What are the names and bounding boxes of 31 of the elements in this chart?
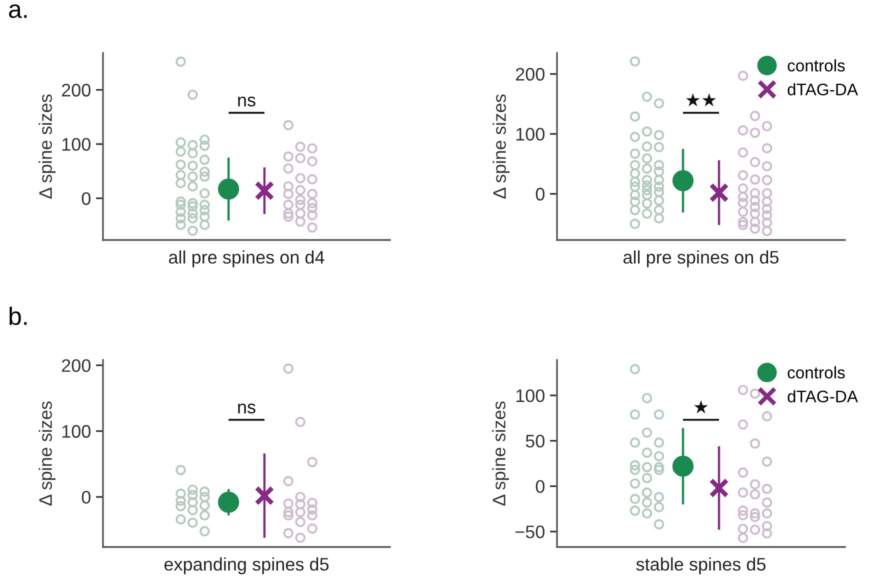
y-tick-label: 0 xyxy=(82,192,90,205)
annotation: ★★ xyxy=(686,93,716,106)
y-tick-label: 100 xyxy=(516,128,544,141)
y-axis-title: Δ spine sizes xyxy=(492,401,510,506)
y-tick-label: −50 xyxy=(515,526,544,538)
x-axis-title: all pre spines on d4 xyxy=(168,250,324,268)
legend-label: controls xyxy=(788,59,845,72)
y-tick-label: 50 xyxy=(526,434,544,448)
y-axis-title: Δ spine sizes xyxy=(492,94,510,199)
annotation: ns xyxy=(238,404,256,414)
annotation: ★ xyxy=(694,400,708,414)
y-tick-label: 100 xyxy=(62,138,90,151)
annotation: ns xyxy=(238,96,256,106)
y-tick-label: 100 xyxy=(516,389,544,402)
y-axis-title: Δ spine sizes xyxy=(38,401,56,506)
y-tick-label: 0 xyxy=(536,188,544,201)
y-tick-label: 100 xyxy=(62,425,90,438)
y-axis-title: Δ spine sizes xyxy=(38,94,56,199)
y-tick-label: 200 xyxy=(62,84,90,97)
x-axis-title: all pre spines on d5 xyxy=(623,250,779,268)
legend-label: dTAG-DA xyxy=(788,390,858,402)
x-axis-title: expanding spines d5 xyxy=(164,557,329,574)
y-tick-label: 0 xyxy=(82,490,90,504)
legend-label: controls xyxy=(788,366,845,378)
y-tick-label: 200 xyxy=(516,68,544,81)
y-tick-label: 0 xyxy=(536,480,544,493)
chart-title: a. xyxy=(9,4,27,18)
y-tick-label: 200 xyxy=(62,359,90,372)
x-axis-title: stable spines d5 xyxy=(636,557,766,574)
chart-title: b. xyxy=(10,306,27,326)
legend-label: dTAG-DA xyxy=(788,83,858,96)
